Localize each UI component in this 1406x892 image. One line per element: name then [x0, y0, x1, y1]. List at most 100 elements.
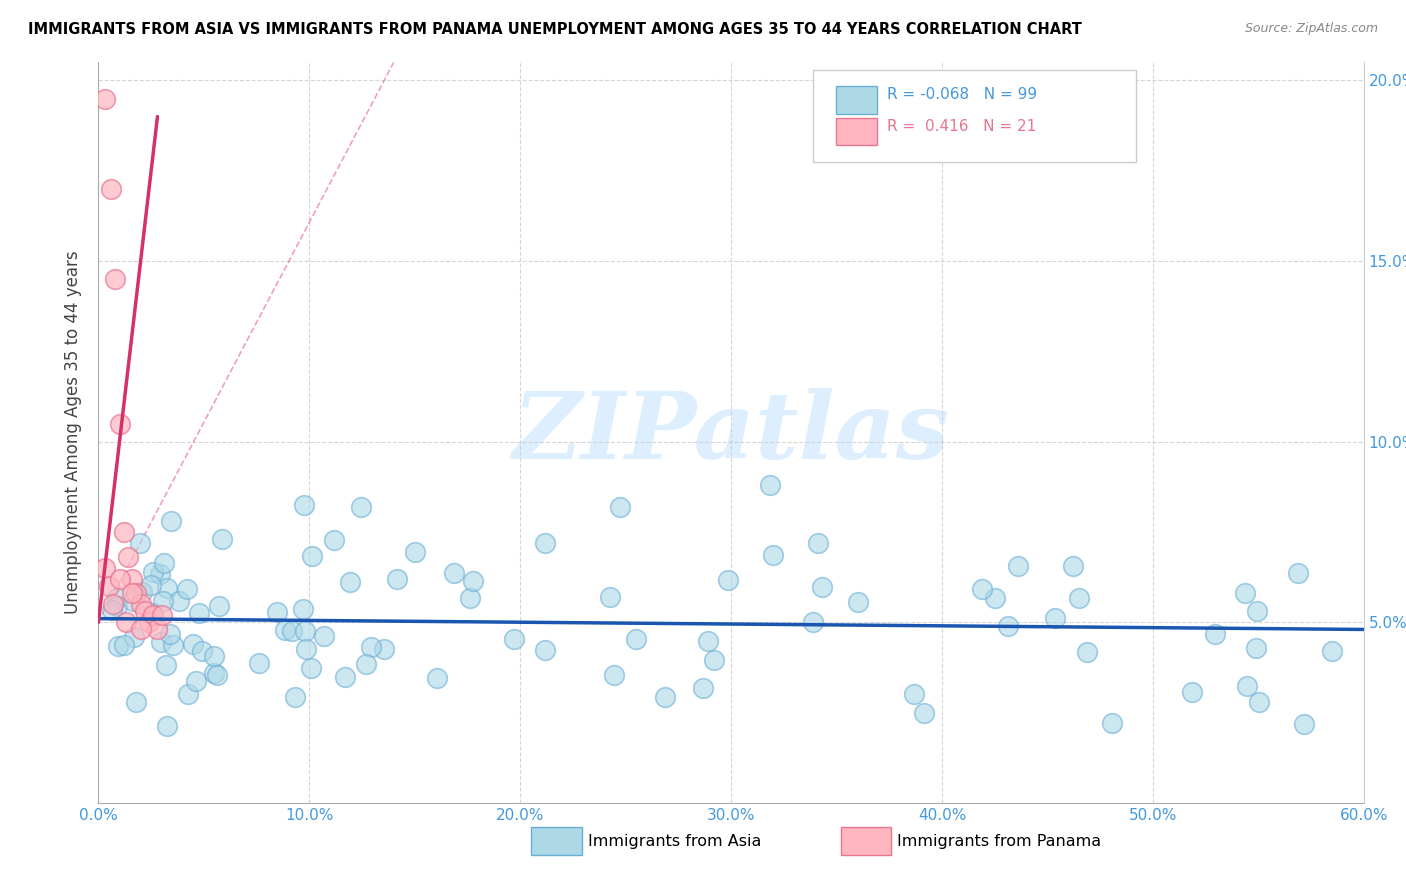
Point	[846, 595, 869, 609]
Point	[295, 641, 318, 656]
Text: ZIPatlas: ZIPatlas	[513, 388, 949, 477]
Point	[177, 688, 200, 702]
Point	[1204, 627, 1226, 641]
FancyBboxPatch shape	[837, 118, 877, 145]
Point	[129, 597, 152, 611]
Point	[150, 635, 173, 649]
Point	[972, 582, 994, 597]
Point	[152, 594, 174, 608]
Point	[284, 690, 307, 705]
Text: R = -0.068   N = 99: R = -0.068 N = 99	[887, 87, 1036, 102]
Point	[443, 566, 465, 580]
Point	[273, 623, 295, 637]
Point	[122, 631, 145, 645]
FancyBboxPatch shape	[813, 70, 1136, 162]
Point	[142, 565, 165, 579]
Text: Immigrants from Panama: Immigrants from Panama	[897, 834, 1101, 848]
Point	[141, 578, 163, 592]
Point	[803, 615, 825, 629]
Point	[134, 604, 156, 618]
Point	[105, 591, 128, 605]
Point	[292, 498, 315, 512]
Point	[121, 586, 143, 600]
Point	[153, 557, 176, 571]
Point	[654, 690, 676, 704]
Point	[404, 544, 426, 558]
Point	[129, 623, 152, 637]
Point	[1247, 695, 1270, 709]
Point	[426, 671, 449, 685]
Text: Immigrants from Asia: Immigrants from Asia	[588, 834, 761, 848]
Point	[354, 657, 377, 671]
Point	[1101, 716, 1123, 731]
Point	[115, 615, 138, 630]
Point	[208, 599, 231, 613]
Point	[503, 632, 526, 646]
Point	[167, 594, 190, 608]
Point	[534, 535, 557, 549]
Point	[807, 535, 830, 549]
Point	[717, 573, 740, 587]
Point	[609, 500, 631, 514]
Point	[350, 500, 373, 514]
Text: Source: ZipAtlas.com: Source: ZipAtlas.com	[1244, 22, 1378, 36]
Point	[160, 514, 183, 528]
Point	[103, 597, 125, 611]
Point	[155, 657, 177, 672]
Point	[1246, 640, 1268, 655]
Point	[129, 535, 152, 549]
Point	[758, 478, 780, 492]
Point	[211, 532, 233, 546]
Point	[266, 605, 288, 619]
Point	[108, 572, 131, 586]
FancyBboxPatch shape	[837, 87, 877, 113]
Point	[150, 607, 173, 622]
Point	[1076, 645, 1098, 659]
Point	[141, 606, 163, 620]
Point	[176, 582, 198, 597]
Point	[100, 182, 122, 196]
Point	[292, 602, 315, 616]
Point	[1286, 566, 1309, 580]
Point	[912, 706, 935, 720]
Point	[984, 591, 1007, 605]
Point	[322, 533, 344, 547]
Point	[247, 656, 270, 670]
Point	[294, 624, 316, 638]
Point	[301, 549, 323, 563]
Point	[697, 634, 720, 648]
Point	[299, 661, 322, 675]
Point	[360, 640, 382, 654]
Point	[339, 575, 361, 590]
Point	[181, 637, 204, 651]
Point	[1234, 586, 1257, 600]
Point	[191, 644, 214, 658]
Point	[101, 603, 124, 617]
Point	[335, 669, 357, 683]
Point	[1069, 591, 1091, 606]
Point	[93, 91, 117, 105]
Point	[1320, 644, 1343, 658]
Point	[184, 674, 207, 689]
Point	[162, 638, 184, 652]
Point	[112, 524, 135, 539]
Point	[142, 607, 165, 622]
Point	[810, 580, 832, 594]
Point	[156, 719, 179, 733]
Point	[117, 550, 139, 565]
Point	[314, 629, 336, 643]
Point	[1294, 716, 1316, 731]
Point	[98, 579, 121, 593]
Point	[1007, 559, 1029, 574]
Point	[624, 632, 647, 647]
Point	[603, 667, 626, 681]
Point	[703, 653, 725, 667]
Point	[146, 623, 169, 637]
Point	[188, 607, 211, 621]
Point	[461, 574, 484, 588]
Point	[204, 666, 226, 681]
Point	[458, 591, 481, 605]
Point	[159, 626, 181, 640]
Point	[121, 594, 143, 608]
Point	[121, 572, 143, 586]
